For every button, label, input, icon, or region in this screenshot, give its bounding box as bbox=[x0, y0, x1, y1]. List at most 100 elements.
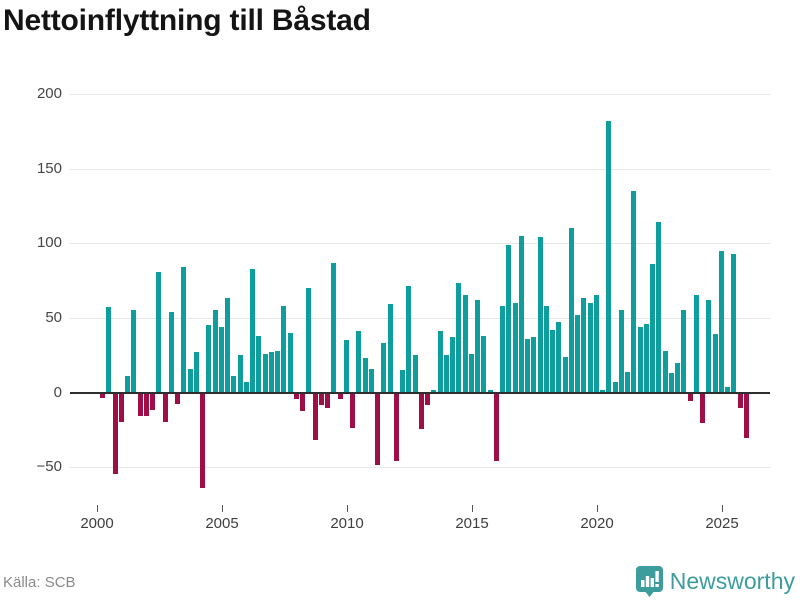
bar-quarter-2017q2 bbox=[531, 337, 537, 393]
bar-quarter-2009q2 bbox=[331, 262, 337, 393]
bar-quarter-2021q1 bbox=[625, 371, 630, 393]
bar-quarter-2021q2 bbox=[631, 190, 637, 393]
x-axis-tick bbox=[347, 505, 348, 512]
bar-quarter-2020q2 bbox=[606, 120, 612, 393]
bar-quarter-2008q3 bbox=[312, 393, 318, 440]
bar-quarter-2005q2 bbox=[231, 376, 237, 393]
bar-quarter-2002q4 bbox=[168, 311, 174, 393]
bar-quarter-2008q2 bbox=[306, 287, 312, 393]
bar-quarter-2015q4 bbox=[493, 393, 499, 461]
bar-quarter-2023q3 bbox=[687, 393, 693, 401]
bar-quarter-2012q1 bbox=[400, 370, 405, 393]
x-axis-tick bbox=[597, 505, 598, 512]
bar-quarter-2018q3 bbox=[562, 356, 568, 393]
bar-quarter-2016q2 bbox=[506, 244, 512, 393]
y-axis-label: −50 bbox=[36, 458, 62, 476]
bar-quarter-2025q2 bbox=[731, 253, 737, 393]
x-axis-tick bbox=[97, 505, 98, 512]
bar-quarter-2014q1 bbox=[450, 337, 455, 393]
bar-quarter-2017q4 bbox=[543, 305, 549, 393]
bar-quarter-2024q2 bbox=[706, 299, 712, 393]
bar-quarter-2001q4 bbox=[143, 393, 149, 416]
bar-quarter-2009q1 bbox=[325, 393, 330, 409]
bar-quarter-2019q3 bbox=[587, 302, 593, 393]
bar-quarter-2004q2 bbox=[206, 325, 212, 393]
x-axis-tick bbox=[472, 505, 473, 512]
bar-quarter-2006q2 bbox=[256, 335, 262, 393]
x-axis-tick bbox=[722, 505, 723, 512]
x-axis-tick bbox=[222, 505, 223, 512]
y-gridline bbox=[70, 467, 770, 469]
bar-quarter-2007q3 bbox=[287, 332, 293, 393]
bar-quarter-2018q2 bbox=[556, 322, 562, 393]
bar-quarter-2011q4 bbox=[393, 393, 399, 461]
bar-quarter-2018q1 bbox=[550, 329, 555, 393]
newsworthy-logo: Newsworthy bbox=[635, 566, 795, 597]
bar-quarter-2003q3 bbox=[187, 368, 193, 393]
bar-quarter-2003q4 bbox=[193, 352, 199, 393]
bar-quarter-2019q4 bbox=[593, 295, 599, 393]
bar-quarter-2023q4 bbox=[693, 295, 699, 393]
source-note: Källa: SCB bbox=[3, 574, 76, 591]
bar-quarter-2010q2 bbox=[356, 331, 362, 393]
bar-quarter-2011q1 bbox=[375, 393, 380, 466]
bar-quarter-2004q4 bbox=[218, 326, 224, 393]
x-axis-label: 2015 bbox=[455, 515, 489, 532]
bar-quarter-2007q4 bbox=[293, 393, 299, 400]
bar-quarter-2004q3 bbox=[212, 310, 218, 393]
x-axis-label: 2010 bbox=[330, 515, 364, 532]
bar-quarter-2004q1 bbox=[200, 393, 205, 488]
bar-quarter-2010q3 bbox=[362, 358, 368, 393]
bar-quarter-2001q3 bbox=[137, 393, 143, 416]
y-gridline bbox=[70, 168, 770, 170]
bar-quarter-2013q2 bbox=[431, 389, 437, 393]
bar-quarter-2024q1 bbox=[700, 393, 705, 424]
bar-quarter-2007q1 bbox=[275, 350, 280, 393]
bar-quarter-2015q1 bbox=[475, 299, 480, 393]
bar-quarter-2015q3 bbox=[487, 389, 493, 393]
x-axis-zero-line bbox=[70, 391, 770, 394]
y-axis-label: 100 bbox=[36, 234, 62, 252]
newsworthy-pin-icon bbox=[635, 566, 663, 597]
bar-quarter-2010q1 bbox=[350, 393, 355, 428]
bar-quarter-2006q4 bbox=[268, 352, 274, 393]
bar-quarter-2020q4 bbox=[618, 310, 624, 393]
bar-quarter-2019q2 bbox=[581, 298, 587, 393]
bar-quarter-2006q3 bbox=[262, 353, 268, 393]
bar-quarter-2000q2 bbox=[106, 307, 112, 393]
bar-quarter-2002q2 bbox=[156, 271, 162, 393]
bar-quarter-2007q2 bbox=[281, 305, 287, 393]
bar-quarter-2002q3 bbox=[162, 393, 168, 422]
bar-quarter-2009q4 bbox=[343, 340, 349, 393]
bar-quarter-2025q4 bbox=[743, 393, 749, 439]
bar-quarter-2000q1 bbox=[100, 393, 105, 398]
bar-quarter-2024q3 bbox=[712, 334, 718, 393]
bar-quarter-2011q2 bbox=[381, 343, 387, 393]
bar-quarter-2023q1 bbox=[675, 362, 680, 393]
bar-quarter-2015q2 bbox=[481, 335, 487, 393]
y-axis-label: 200 bbox=[36, 84, 62, 102]
bar-quarter-2020q3 bbox=[612, 382, 618, 393]
bar-quarter-2017q1 bbox=[525, 338, 530, 393]
bar-quarter-2018q4 bbox=[568, 228, 574, 393]
bar-quarter-2025q1 bbox=[725, 386, 730, 393]
x-axis-label: 2020 bbox=[580, 515, 614, 532]
y-axis-label: 50 bbox=[45, 308, 62, 326]
y-axis-label: 0 bbox=[53, 383, 62, 401]
bar-quarter-2005q3 bbox=[237, 355, 243, 393]
bar-quarter-2025q3 bbox=[737, 393, 743, 409]
bar-quarter-2003q1 bbox=[175, 393, 180, 404]
bar-quarter-2016q3 bbox=[512, 302, 518, 393]
bar-quarter-2014q2 bbox=[456, 283, 462, 393]
bar-quarter-2009q3 bbox=[337, 393, 343, 400]
bar-quarter-2016q4 bbox=[518, 235, 524, 393]
bar-quarter-2021q4 bbox=[643, 323, 649, 393]
bar-quarter-2001q2 bbox=[131, 310, 137, 393]
bar-quarter-2014q3 bbox=[462, 295, 468, 393]
bar-quarter-2003q2 bbox=[181, 267, 187, 393]
bar-quarter-2008q1 bbox=[300, 393, 305, 412]
bar-quarter-2013q3 bbox=[437, 331, 443, 393]
bar-quarter-2005q1 bbox=[225, 298, 230, 393]
y-gridline bbox=[70, 317, 770, 319]
bar-quarter-2002q1 bbox=[150, 393, 155, 410]
